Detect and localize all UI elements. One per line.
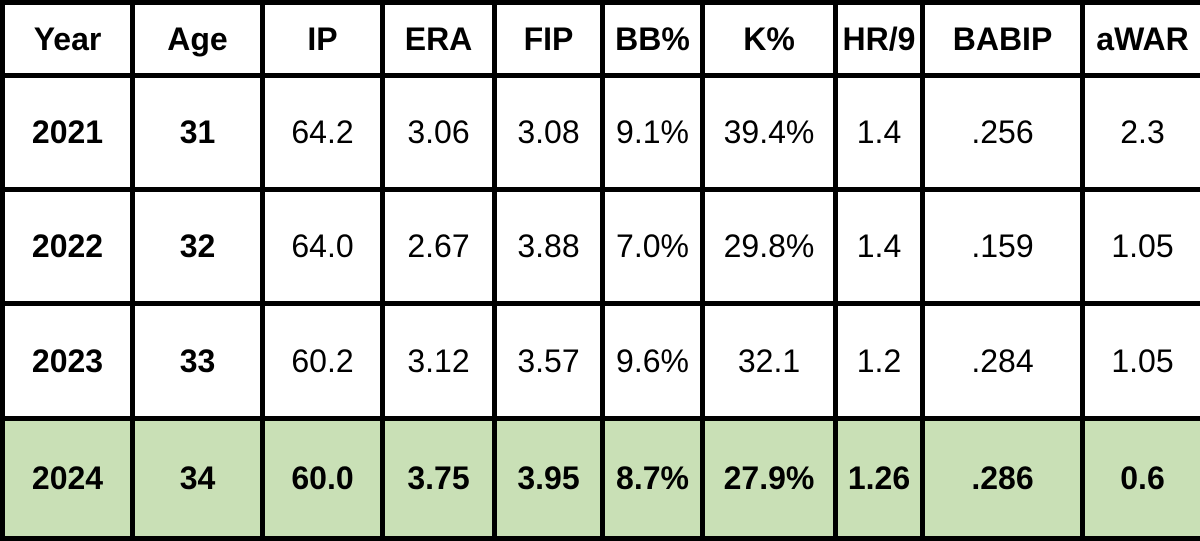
header-cell: aWAR [1080, 0, 1200, 78]
table-row: 2021 31 64.2 3.06 3.08 9.1% 39.4% 1.4.256 2.3 [0, 72, 1200, 193]
table-cell: 34 [130, 415, 265, 541]
table-cell: 0.6 [1080, 415, 1200, 541]
header-row: Year Age IP ERA FIP BB% K% HR/9 BABIP aWAR [0, 0, 1200, 78]
header-cell: Age [130, 0, 265, 78]
table-cell: 1.05 [1080, 301, 1200, 421]
header-cell: IP [260, 0, 385, 78]
table-cell: 39.4% [700, 72, 838, 193]
table-cell: 64.0 [260, 187, 385, 307]
table-cell: 3.88 [492, 187, 605, 307]
table-cell: 3.08 [492, 72, 605, 193]
table-cell: 2022 [0, 187, 135, 307]
table-cell: .284 [920, 301, 1085, 421]
table-cell: 2021 [0, 72, 135, 193]
table-cell: 3.57 [492, 301, 605, 421]
header-cell: FIP [492, 0, 605, 78]
table-cell: 3.95 [492, 415, 605, 541]
table-cell: 1.05 [1080, 187, 1200, 307]
table-cell: 60.2 [260, 301, 385, 421]
header-cell: BB% [600, 0, 705, 78]
table-cell: 1.4 [833, 72, 925, 193]
table-cell: 32 [130, 187, 265, 307]
header-cell: Year [0, 0, 135, 78]
table-cell: 27.9% [700, 415, 838, 541]
table-cell: 9.6% [600, 301, 705, 421]
table-row: 2022 32 64.0 2.67 3.88 7.0% 29.8% 1.4.159 1.05 [0, 187, 1200, 307]
table-cell: 32.1 [700, 301, 838, 421]
table-cell: 2023 [0, 301, 135, 421]
table-cell: 1.2 [833, 301, 925, 421]
header-cell: HR/9 [833, 0, 925, 78]
table-cell: 8.7% [600, 415, 705, 541]
table-cell: 29.8% [700, 187, 838, 307]
table-cell: 2024 [0, 415, 135, 541]
table-cell: 1.4 [833, 187, 925, 307]
table-cell: 31 [130, 72, 265, 193]
table-cell: .159 [920, 187, 1085, 307]
table-cell: 3.06 [380, 72, 497, 193]
table-row: 2023 33 60.2 3.12 3.57 9.6% 32.1 1.2.284 1.05 [0, 301, 1200, 421]
table-cell: .286 [920, 415, 1085, 541]
table-cell: 3.12 [380, 301, 497, 421]
table-row: 2024 34 60.0 3.75 3.95 8.7% 27.9% 1.26.286 0.6 [0, 415, 1200, 541]
table-cell: 7.0% [600, 187, 705, 307]
table-body: 2021 31 64.2 3.06 3.08 9.1% 39.4% 1.4.256 2.3 202… [0, 72, 1200, 541]
table-cell: 60.0 [260, 415, 385, 541]
table-cell: 9.1% [600, 72, 705, 193]
table-cell: 2.67 [380, 187, 497, 307]
table-cell: .256 [920, 72, 1085, 193]
table-cell: 33 [130, 301, 265, 421]
table-cell: 2.3 [1080, 72, 1200, 193]
header-cell: BABIP [920, 0, 1085, 78]
header-cell: K% [700, 0, 838, 78]
table-cell: 64.2 [260, 72, 385, 193]
header-cell: ERA [380, 0, 497, 78]
table-cell: 3.75 [380, 415, 497, 541]
table-cell: 1.26 [833, 415, 925, 541]
